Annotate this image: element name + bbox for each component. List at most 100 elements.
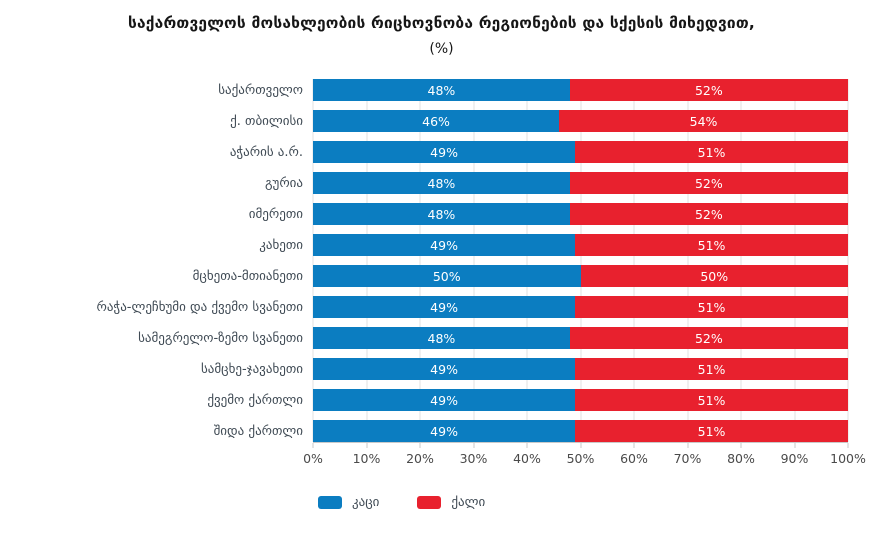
gridline <box>473 79 474 442</box>
gridline <box>740 79 742 442</box>
bar-rows: საქართველო 48% 52% ქ. თბილისი 46% 54% აჭარის ა… <box>0 79 883 442</box>
chart-title: საქართველოს მოსახლეობის რიცხოვნობა რეგიო… <box>128 14 755 32</box>
gridline <box>366 79 367 442</box>
gridline <box>847 79 849 442</box>
bar-value-label: 51% <box>697 392 726 408</box>
axis-tick <box>794 443 795 448</box>
bar-value-label: 49% <box>430 299 458 315</box>
axis-tick <box>633 443 635 448</box>
bar-row: კახეთი 49% 51% <box>0 234 883 256</box>
bar-value-label: 52% <box>694 330 723 346</box>
bar-row: ქ. თბილისი 46% 54% <box>0 110 883 132</box>
bar-segment-men: 48% <box>313 79 570 101</box>
bar-segment-women: 51% <box>575 141 848 163</box>
bar-row: სამეგრელო-ზემო სვანეთი 48% 52% <box>0 327 883 349</box>
category-label: საქართველო <box>218 82 303 98</box>
legend-swatch <box>417 496 442 509</box>
bar-value-label: 48% <box>427 175 456 191</box>
axis-tick <box>312 443 314 448</box>
bar-value-label: 51% <box>697 423 726 439</box>
bar-track: 49% 51% <box>313 234 848 256</box>
gridline <box>794 79 795 442</box>
bar-track: 50% 50% <box>313 265 848 287</box>
gridlines <box>312 79 849 442</box>
bar-track: 49% 51% <box>313 389 848 411</box>
axis-tick-label: 100% <box>830 451 866 466</box>
bar-value-label: 49% <box>430 144 458 160</box>
axis-tick-label: 90% <box>780 451 809 466</box>
legend-item-women: ქალი <box>417 495 485 510</box>
axis-tick-label: 70% <box>673 451 702 466</box>
bar-segment-men: 49% <box>313 389 576 411</box>
bar-track: 48% 52% <box>313 327 848 349</box>
axis-tick-label: 0% <box>303 451 323 466</box>
axis-tick <box>740 443 742 448</box>
bar-value-label: 50% <box>700 268 729 284</box>
bar-value-label: 49% <box>430 392 458 408</box>
legend: კაცი ქალი <box>318 495 883 510</box>
bar-segment-men: 48% <box>313 172 570 194</box>
bar-value-label: 54% <box>689 113 718 129</box>
category-label: შიდა ქართლი <box>213 423 303 439</box>
bar-segment-men: 49% <box>313 234 576 256</box>
gridline <box>312 79 314 442</box>
bar-track: 49% 51% <box>313 296 848 318</box>
bar-segment-women: 50% <box>580 265 848 287</box>
bar-value-label: 51% <box>697 144 726 160</box>
bar-row: მცხეთა-მთიანეთი 50% 50% <box>0 265 883 287</box>
category-label: კახეთი <box>259 237 303 253</box>
chart-subtitle: (%) <box>429 41 454 57</box>
bar-track: 49% 51% <box>313 358 848 380</box>
axis-tick-label: 80% <box>727 451 755 466</box>
bar-value-label: 49% <box>430 361 458 377</box>
axis-tick <box>366 443 367 448</box>
axis-tick <box>847 443 849 448</box>
bar-track: 48% 52% <box>313 79 848 101</box>
bar-segment-women: 51% <box>575 389 848 411</box>
bar-row: იმერეთი 48% 52% <box>0 203 883 225</box>
bar-track: 49% 51% <box>313 141 848 163</box>
bar-segment-men: 46% <box>313 110 560 132</box>
category-label: სამცხე-ჯავახეთი <box>200 361 303 377</box>
axis-tick-label: 30% <box>459 451 488 466</box>
bar-value-label: 52% <box>694 206 723 222</box>
bar-row: რაჭა-ლეჩხუმი და ქვემო სვანეთი 49% 51% <box>0 296 883 318</box>
axis-tick <box>473 443 474 448</box>
axis-tick-label: 50% <box>566 451 595 466</box>
axis-tick <box>687 443 688 448</box>
bar-segment-men: 49% <box>313 358 576 380</box>
bar-segment-men: 48% <box>313 203 570 225</box>
bar-value-label: 48% <box>427 330 456 346</box>
bar-segment-men: 49% <box>313 296 576 318</box>
bar-segment-women: 51% <box>575 358 848 380</box>
plot-area: საქართველო 48% 52% ქ. თბილისი 46% 54% აჭარის ა… <box>0 79 883 442</box>
bar-value-label: 49% <box>430 237 458 253</box>
legend-label: კაცი <box>352 495 380 510</box>
bar-segment-men: 49% <box>313 420 576 442</box>
bar-row: საქართველო 48% 52% <box>0 79 883 101</box>
bar-row: გურია 48% 52% <box>0 172 883 194</box>
legend-item-men: კაცი <box>318 495 379 510</box>
axis-tick-label: 10% <box>352 451 381 466</box>
category-label: ქ. თბილისი <box>230 113 303 129</box>
category-label: მცხეთა-მთიანეთი <box>192 268 303 284</box>
gridline <box>526 79 528 442</box>
bar-segment-women: 52% <box>569 172 848 194</box>
bar-value-label: 52% <box>694 82 723 98</box>
legend-label: ქალი <box>451 495 486 510</box>
bar-track: 48% 52% <box>313 203 848 225</box>
bar-track: 46% 54% <box>313 110 848 132</box>
bar-value-label: 50% <box>432 268 461 284</box>
bar-segment-women: 51% <box>575 296 848 318</box>
bar-track: 48% 52% <box>313 172 848 194</box>
gridline <box>580 79 581 442</box>
bar-segment-women: 51% <box>575 420 848 442</box>
category-label: რაჭა-ლეჩხუმი და ქვემო სვანეთი <box>96 299 303 315</box>
gridline <box>633 79 635 442</box>
gridline <box>419 79 421 442</box>
bar-value-label: 49% <box>430 423 458 439</box>
x-axis-line <box>312 442 849 448</box>
bar-value-label: 46% <box>422 113 450 129</box>
bar-value-label: 51% <box>697 299 726 315</box>
axis-tick <box>580 443 581 448</box>
